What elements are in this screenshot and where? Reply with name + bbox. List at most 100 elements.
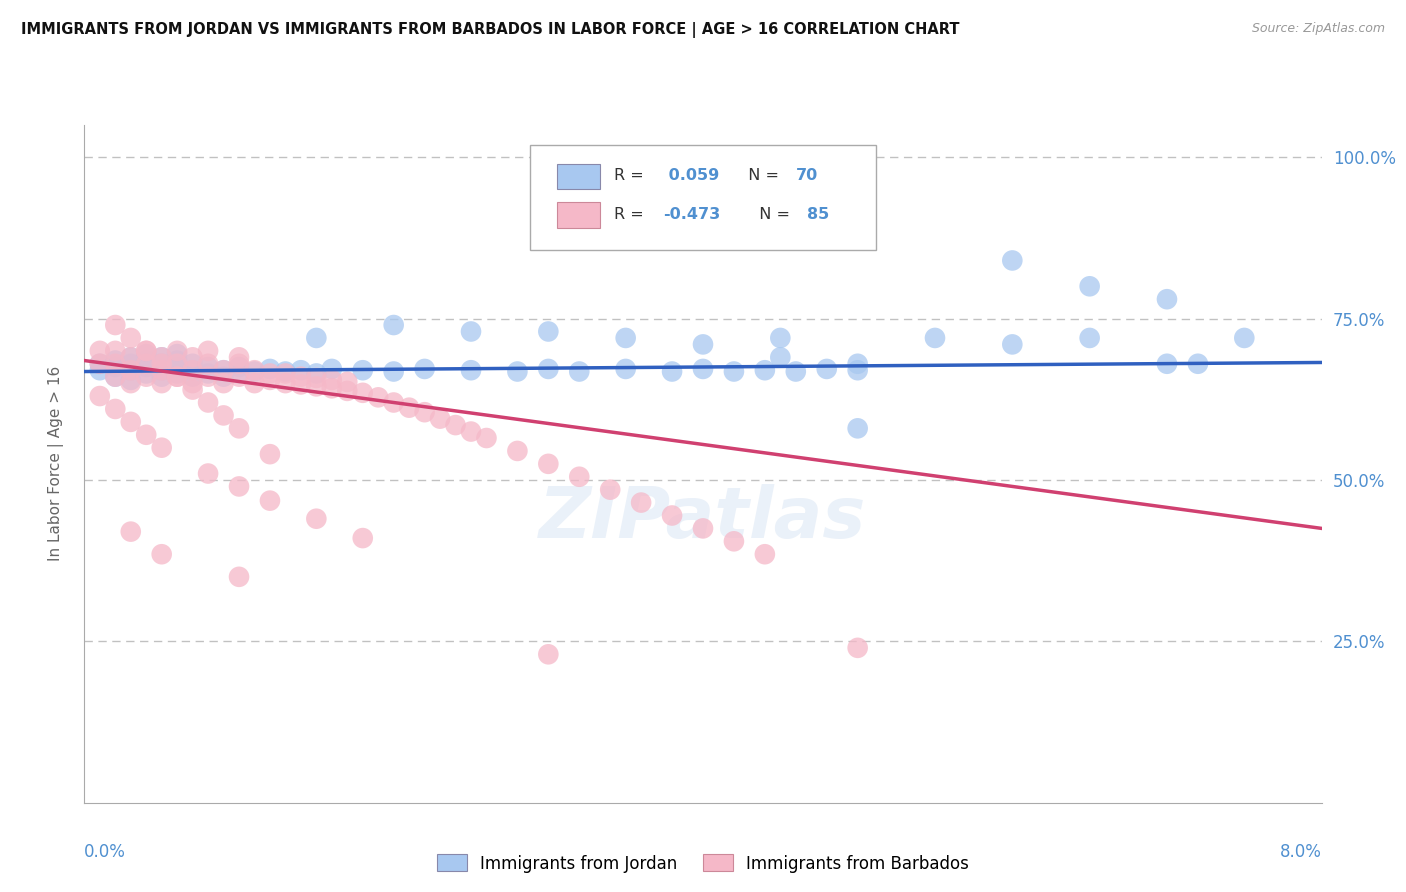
Point bbox=[135, 353, 157, 368]
Point bbox=[723, 364, 745, 378]
Point bbox=[150, 547, 173, 561]
Point bbox=[290, 377, 312, 392]
Point bbox=[846, 640, 869, 655]
Point bbox=[150, 351, 173, 365]
Point bbox=[150, 369, 173, 384]
Text: 85: 85 bbox=[807, 207, 830, 222]
Text: IMMIGRANTS FROM JORDAN VS IMMIGRANTS FROM BARBADOS IN LABOR FORCE | AGE > 16 COR: IMMIGRANTS FROM JORDAN VS IMMIGRANTS FRO… bbox=[21, 22, 959, 38]
Point bbox=[413, 362, 436, 376]
Point bbox=[1156, 292, 1178, 306]
Point bbox=[135, 357, 157, 371]
Point bbox=[305, 371, 328, 385]
Point bbox=[769, 331, 792, 345]
Point bbox=[120, 351, 142, 365]
Point bbox=[924, 331, 946, 345]
Point bbox=[475, 431, 498, 445]
Point bbox=[212, 363, 235, 377]
Point bbox=[274, 376, 297, 391]
Point bbox=[537, 362, 560, 376]
Point bbox=[228, 570, 250, 584]
Point bbox=[305, 331, 328, 345]
Point bbox=[104, 318, 127, 332]
Point bbox=[846, 357, 869, 371]
Point bbox=[212, 409, 235, 423]
Text: ZIPatlas: ZIPatlas bbox=[540, 483, 866, 552]
Point bbox=[228, 367, 250, 381]
Point bbox=[243, 376, 266, 391]
Point bbox=[568, 469, 591, 483]
Point bbox=[228, 369, 250, 384]
Text: R =: R = bbox=[614, 169, 648, 183]
Point bbox=[290, 363, 312, 377]
Point bbox=[846, 421, 869, 435]
Point bbox=[120, 524, 142, 539]
Point bbox=[150, 376, 173, 391]
Text: 0.0%: 0.0% bbox=[84, 844, 127, 862]
Point bbox=[197, 367, 219, 381]
Point bbox=[228, 351, 250, 365]
Point bbox=[120, 363, 142, 377]
Point bbox=[259, 493, 281, 508]
Point bbox=[243, 363, 266, 377]
Point bbox=[197, 467, 219, 481]
Point bbox=[197, 343, 219, 358]
Point bbox=[1001, 337, 1024, 351]
Point bbox=[614, 362, 637, 376]
Point bbox=[150, 441, 173, 455]
Point bbox=[429, 411, 451, 425]
Point bbox=[104, 359, 127, 374]
Point bbox=[1078, 331, 1101, 345]
Point bbox=[352, 363, 374, 377]
Point bbox=[274, 364, 297, 378]
Point bbox=[104, 369, 127, 384]
Point bbox=[352, 531, 374, 545]
Point bbox=[352, 385, 374, 400]
Point bbox=[506, 364, 529, 378]
Point bbox=[568, 364, 591, 378]
Point bbox=[336, 384, 359, 398]
Point bbox=[537, 457, 560, 471]
Point bbox=[228, 359, 250, 374]
Point bbox=[135, 369, 157, 384]
Point bbox=[135, 343, 157, 358]
Point bbox=[181, 369, 204, 384]
Point bbox=[89, 343, 111, 358]
Point bbox=[120, 373, 142, 387]
Point bbox=[166, 343, 188, 358]
Point bbox=[120, 331, 142, 345]
Point bbox=[305, 367, 328, 381]
Point bbox=[259, 373, 281, 387]
Point bbox=[228, 357, 250, 371]
Point bbox=[723, 534, 745, 549]
Point bbox=[104, 369, 127, 384]
Point bbox=[274, 367, 297, 381]
Point bbox=[89, 389, 111, 403]
Point bbox=[89, 357, 111, 371]
Point bbox=[614, 331, 637, 345]
Text: N =: N = bbox=[738, 169, 783, 183]
FancyBboxPatch shape bbox=[557, 202, 600, 228]
Point bbox=[1187, 357, 1209, 371]
Point bbox=[150, 357, 173, 371]
Point bbox=[630, 495, 652, 509]
Point bbox=[104, 343, 127, 358]
Point bbox=[259, 362, 281, 376]
Point bbox=[135, 359, 157, 374]
Point bbox=[212, 369, 235, 384]
Point bbox=[846, 363, 869, 377]
Point bbox=[785, 364, 807, 378]
Point bbox=[212, 363, 235, 377]
Point bbox=[1001, 253, 1024, 268]
Point bbox=[120, 357, 142, 371]
Point bbox=[398, 401, 420, 415]
Point bbox=[181, 363, 204, 377]
Point bbox=[212, 376, 235, 391]
Text: R =: R = bbox=[614, 207, 648, 222]
Point bbox=[506, 444, 529, 458]
Point bbox=[228, 479, 250, 493]
Point bbox=[305, 379, 328, 393]
Point bbox=[120, 363, 142, 377]
Point bbox=[197, 369, 219, 384]
Point bbox=[367, 390, 389, 404]
Point bbox=[243, 364, 266, 378]
